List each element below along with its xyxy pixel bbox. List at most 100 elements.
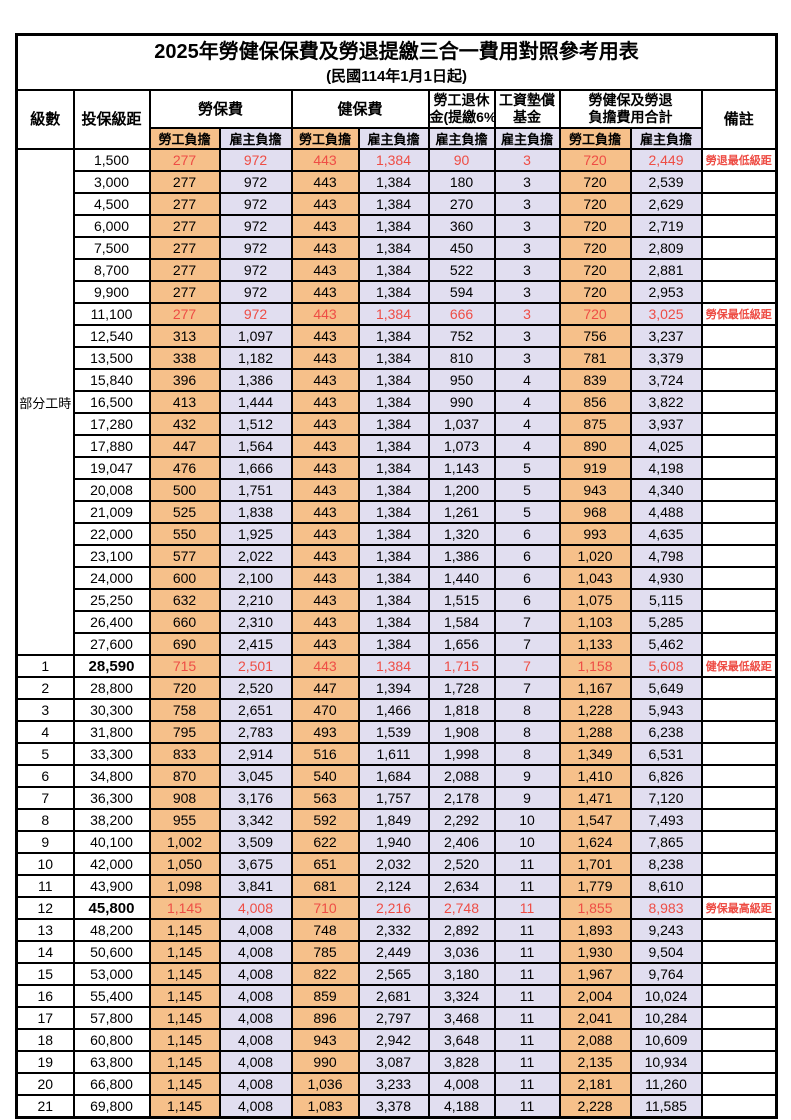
fee-cell: 4,008	[218, 940, 293, 964]
bracket-cell: 7,500	[72, 236, 151, 260]
fee-cell: 2,022	[218, 544, 293, 568]
fee-cell: 1,384	[357, 302, 430, 326]
subheader-health-employer: 雇主負擔	[357, 127, 430, 150]
fee-cell: 1,145	[148, 1094, 221, 1118]
fee-cell: 1,384	[357, 456, 430, 480]
fee-cell: 338	[148, 346, 221, 370]
bracket-cell: 28,800	[72, 676, 151, 700]
fee-cell: 443	[290, 566, 360, 590]
fee-cell: 5,115	[629, 588, 703, 612]
fee-cell: 2,797	[357, 1006, 430, 1030]
fee-cell: 493	[290, 720, 360, 744]
subheader-total-employer: 雇主負擔	[629, 127, 703, 150]
fee-cell: 443	[290, 390, 360, 414]
col-header-bracket: 投保級距	[72, 89, 151, 150]
fee-cell: 720	[558, 148, 632, 172]
col-header-pension: 勞工退休 金(提繳6%)	[427, 89, 496, 129]
fee-cell: 5	[493, 456, 561, 480]
fee-cell: 4,008	[218, 1028, 293, 1052]
fee-cell: 4,008	[218, 984, 293, 1008]
fee-cell: 500	[148, 478, 221, 502]
fee-cell: 2,135	[558, 1050, 632, 1074]
fee-cell: 943	[290, 1028, 360, 1052]
remark-cell	[700, 522, 778, 546]
bracket-cell: 63,800	[72, 1050, 151, 1074]
fee-cell: 540	[290, 764, 360, 788]
table-row: 部分工時 1,500 277 972 443 1,384 90 3 720 2,449 勞退最低級距	[15, 148, 778, 656]
fee-cell: 839	[558, 368, 632, 392]
fee-cell: 8,238	[629, 852, 703, 876]
level-cell: 8	[15, 808, 75, 832]
fee-cell: 2,651	[218, 698, 293, 722]
fee-cell: 3,180	[427, 962, 496, 986]
fee-cell: 2,520	[218, 676, 293, 700]
fee-cell: 277	[148, 214, 221, 238]
fee-cell: 919	[558, 456, 632, 480]
fee-cell: 10	[493, 808, 561, 832]
fee-cell: 11	[493, 918, 561, 942]
fee-cell: 11	[493, 1028, 561, 1052]
fee-cell: 413	[148, 390, 221, 414]
fee-cell: 785	[290, 940, 360, 964]
fee-cell: 1,384	[357, 544, 430, 568]
fee-cell: 2,210	[218, 588, 293, 612]
fee-cell: 277	[148, 302, 221, 326]
fee-cell: 10	[493, 830, 561, 854]
table-row: 12,540 313 1,097 443 1,384 752 3 756 3,237	[17, 324, 778, 348]
table-row: 20,008 500 1,751 443 1,384 1,200 5 943 4,340	[17, 478, 778, 502]
fee-cell: 1,893	[558, 918, 632, 942]
table-row: 15,840 396 1,386 443 1,384 950 4 839 3,724	[17, 368, 778, 392]
fee-cell: 4,008	[218, 1072, 293, 1096]
fee-cell: 10,609	[629, 1028, 703, 1052]
fee-cell: 8,610	[629, 874, 703, 898]
fee-cell: 3,822	[629, 390, 703, 414]
bracket-cell: 48,200	[72, 918, 151, 942]
fee-cell: 972	[218, 214, 293, 238]
fee-cell: 1,512	[218, 412, 293, 436]
fee-cell: 1,584	[427, 610, 496, 634]
fee-cell: 11	[493, 874, 561, 898]
fee-cell: 447	[290, 676, 360, 700]
fee-cell: 7,493	[629, 808, 703, 832]
table-row: 3 30,300 758 2,651 470 1,466 1,818 8 1,228 5,943	[15, 698, 778, 722]
fee-cell: 1,288	[558, 720, 632, 744]
fee-cell: 748	[290, 918, 360, 942]
fee-cell: 1,384	[357, 610, 430, 634]
remark-cell	[700, 456, 778, 480]
fee-cell: 396	[148, 368, 221, 392]
fee-cell: 1,200	[427, 478, 496, 502]
fee-cell: 908	[148, 786, 221, 810]
fee-cell: 4	[493, 412, 561, 436]
remark-cell	[700, 830, 778, 854]
premium-table: 2025年勞健保保費及勞退提繳三合一費用對照參考用表 (民國114年1月1日起)…	[15, 33, 779, 1119]
fee-cell: 756	[558, 324, 632, 348]
fee-cell: 3,176	[218, 786, 293, 810]
bracket-cell: 16,500	[72, 390, 151, 414]
bracket-cell: 66,800	[72, 1072, 151, 1096]
fee-cell: 3,378	[357, 1094, 430, 1118]
fee-cell: 443	[290, 192, 360, 216]
fee-cell: 10,024	[629, 984, 703, 1008]
fee-cell: 622	[290, 830, 360, 854]
fee-cell: 5,943	[629, 698, 703, 722]
table-row: 12 45,800 1,145 4,008 710 2,216 2,748 11 1,855 8,…	[15, 896, 778, 920]
fee-cell: 3	[493, 302, 561, 326]
table-row: 1 28,590 715 2,501 443 1,384 1,715 7 1,158 5,608 健…	[15, 654, 778, 678]
remark-cell	[700, 566, 778, 590]
table-row: 6 34,800 870 3,045 540 1,684 2,088 9 1,410 6,826	[15, 764, 778, 788]
level-cell: 1	[15, 654, 75, 678]
fee-cell: 1,098	[148, 874, 221, 898]
fee-cell: 4,008	[218, 1006, 293, 1030]
fee-cell: 3,025	[629, 302, 703, 326]
fee-cell: 1,145	[148, 1072, 221, 1096]
fee-cell: 1,145	[148, 984, 221, 1008]
level-cell: 3	[15, 698, 75, 722]
fee-cell: 1,384	[357, 566, 430, 590]
fee-cell: 90	[427, 148, 496, 172]
fee-cell: 1,145	[148, 918, 221, 942]
fee-cell: 993	[558, 522, 632, 546]
fee-cell: 2,032	[357, 852, 430, 876]
header-sub-row: 勞工負擔 雇主負擔 勞工負擔 雇主負擔 雇主負擔 雇主負擔 勞工負擔 雇主負擔	[17, 127, 777, 150]
fee-cell: 2,332	[357, 918, 430, 942]
fee-cell: 720	[558, 170, 632, 194]
